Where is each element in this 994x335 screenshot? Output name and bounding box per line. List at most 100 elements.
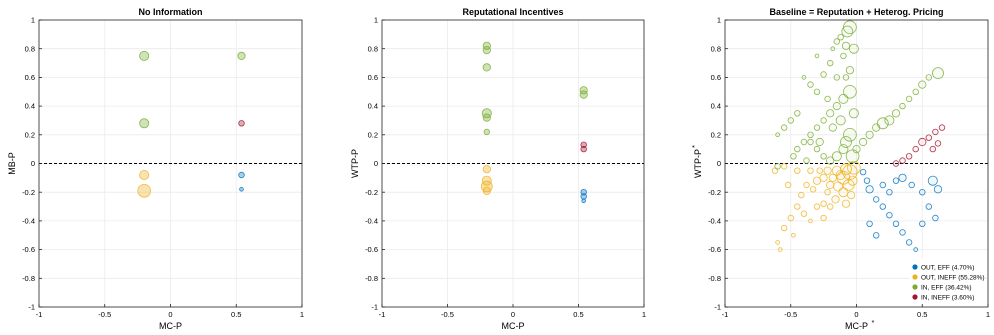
- y-tick-label: 0.6: [711, 73, 721, 82]
- data-point: [832, 102, 841, 111]
- data-point: [827, 59, 834, 67]
- data-point: [927, 175, 938, 186]
- data-point: [139, 169, 150, 180]
- series-2: [481, 41, 588, 136]
- data-point: [807, 167, 814, 174]
- data-point: [843, 85, 857, 99]
- data-point: [482, 113, 491, 122]
- data-point: [579, 86, 588, 95]
- x-tick-label: 1: [642, 310, 646, 319]
- data-point: [838, 144, 849, 155]
- y-tick-label: -1: [371, 303, 378, 312]
- y-tick-label: -0.6: [22, 245, 35, 254]
- data-point: [580, 145, 587, 153]
- y-tick-label: -0.6: [365, 245, 378, 254]
- data-point: [781, 124, 788, 131]
- series-0: [859, 168, 943, 252]
- data-point: [823, 166, 832, 175]
- data-point: [781, 163, 788, 170]
- data-point: [579, 90, 588, 99]
- data-point: [238, 171, 245, 179]
- data-point: [826, 180, 835, 190]
- series-1: [771, 161, 861, 252]
- y-tick-label: -0.4: [708, 217, 721, 226]
- data-point: [840, 52, 847, 60]
- x-tick-label: -0.5: [98, 310, 111, 319]
- y-tick-label: -0.4: [365, 217, 378, 226]
- x-tick-label: 0: [511, 310, 515, 319]
- series-3: [238, 120, 245, 127]
- data-point: [842, 74, 850, 81]
- legend: OUT, EFF (4.70%) OUT, INEFF (55.28%) IN, E…: [909, 258, 985, 304]
- data-point: [814, 53, 820, 59]
- data-point: [774, 163, 781, 170]
- data-point: [784, 181, 792, 189]
- y-tick-label: 0.8: [25, 44, 35, 53]
- data-point: [137, 184, 152, 198]
- data-point: [820, 200, 827, 207]
- x-tick-label: -1: [379, 310, 386, 319]
- data-point: [905, 239, 913, 246]
- data-point: [801, 75, 807, 80]
- y-tick-label: 0.6: [25, 73, 35, 82]
- y-tick-label: 0: [374, 159, 378, 168]
- data-point: [886, 211, 893, 219]
- data-point: [828, 173, 837, 182]
- y-tick-label: 0.8: [711, 44, 721, 53]
- legend-label: IN, INEFF (3.60%): [921, 294, 974, 301]
- series-3: [580, 141, 587, 153]
- data-point: [820, 214, 827, 222]
- y-tick-label: 0.4: [711, 102, 721, 111]
- y-tick-label: 0: [717, 159, 721, 168]
- y-tick-label: -1: [28, 303, 35, 312]
- data-point: [912, 145, 919, 153]
- data-point: [787, 214, 794, 222]
- y-axis-label: WTP-P: [693, 149, 703, 178]
- data-point: [820, 71, 827, 78]
- data-point: [929, 145, 936, 153]
- data-point: [803, 157, 810, 164]
- data-point: [831, 151, 842, 162]
- y-axis-label: MB-P: [7, 152, 17, 175]
- data-point: [841, 199, 851, 208]
- data-point: [934, 140, 942, 147]
- data-point: [807, 131, 814, 138]
- x-tick-label: 1: [986, 310, 990, 319]
- data-point: [580, 188, 587, 196]
- data-point: [933, 185, 943, 194]
- data-point: [239, 187, 244, 192]
- x-tick-label: 0.5: [917, 310, 927, 319]
- data-point: [794, 203, 801, 210]
- data-point: [845, 66, 855, 75]
- data-point: [787, 117, 794, 124]
- panel-no-information: -1 -0.5 0 0.5 1 -1 -0.8 -0.6 -0.4 -0.2 0 0.2 0.4 0.6 0…: [7, 7, 304, 331]
- data-point: [581, 198, 586, 204]
- data-point: [873, 232, 880, 239]
- data-point: [830, 46, 836, 51]
- data-point: [884, 115, 895, 126]
- chart-title: Reputational Incentives: [462, 7, 563, 17]
- data-point: [919, 220, 926, 227]
- data-point: [820, 117, 827, 124]
- data-point: [580, 141, 587, 148]
- y-tick-label: -0.2: [708, 188, 721, 197]
- data-point: [899, 157, 906, 164]
- legend-marker: [912, 284, 918, 290]
- data-point: [831, 165, 842, 176]
- series-1: [137, 169, 152, 198]
- data-point: [794, 145, 801, 153]
- y-tick-label: -0.8: [22, 274, 35, 283]
- data-point: [873, 196, 880, 203]
- data-point: [794, 110, 801, 117]
- data-point: [813, 124, 821, 131]
- data-point: [580, 193, 587, 200]
- data-point: [807, 81, 814, 88]
- series-2: [774, 20, 944, 170]
- legend-label: OUT, EFF (4.70%): [921, 264, 974, 271]
- data-point: [807, 138, 814, 146]
- data-point: [482, 41, 491, 50]
- legend-label: OUT, INEFF (55.28%): [921, 274, 985, 281]
- data-point: [815, 137, 824, 147]
- data-point: [843, 128, 857, 142]
